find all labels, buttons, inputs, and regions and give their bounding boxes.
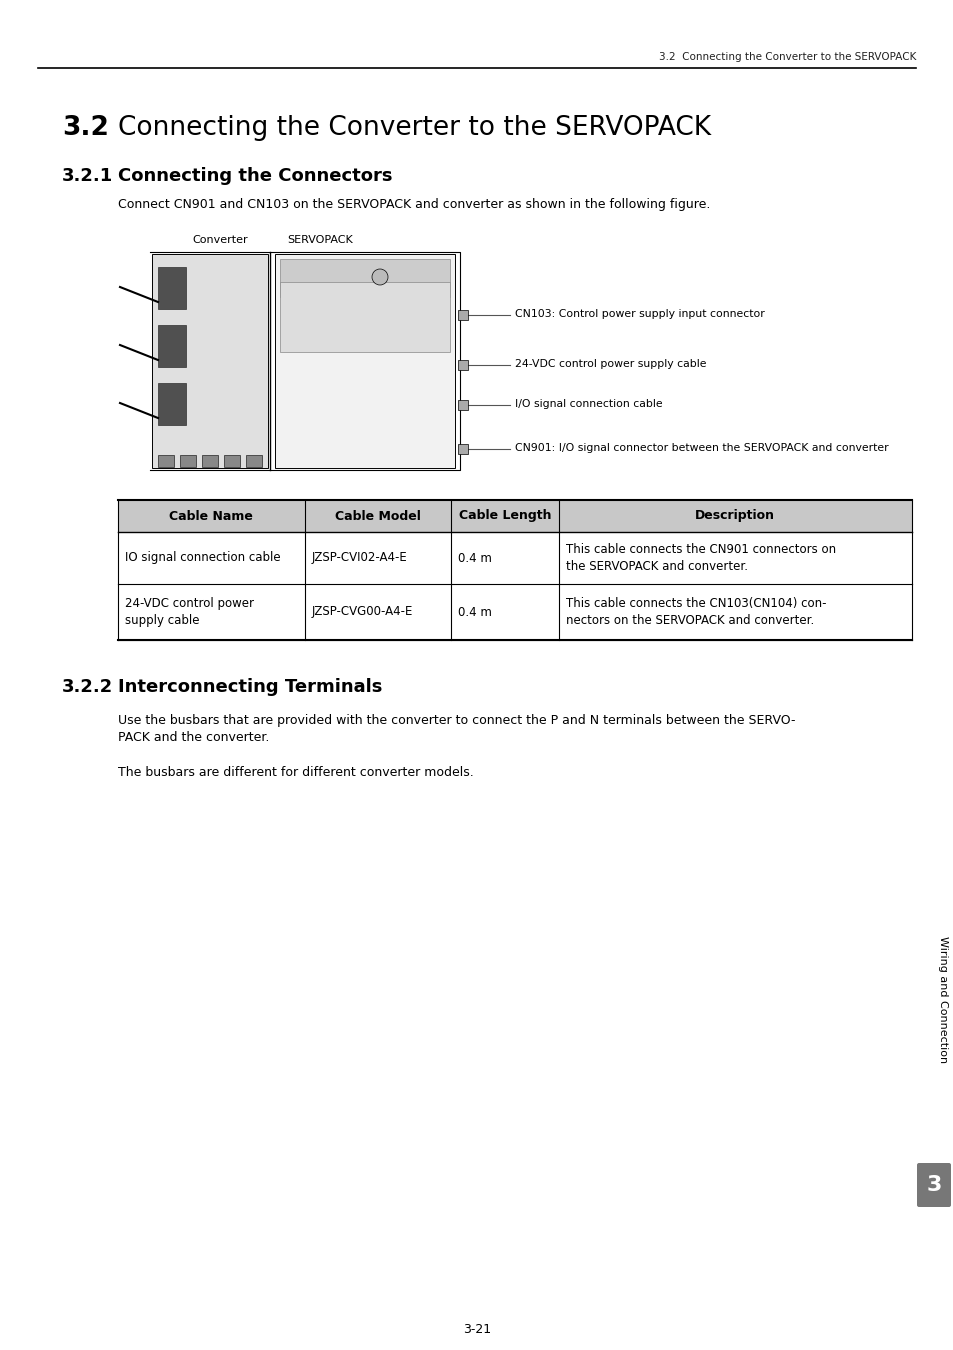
Text: Connecting the Connectors: Connecting the Connectors [118, 167, 392, 185]
Text: 0.4 m: 0.4 m [458, 552, 492, 564]
Text: I/O signal connection cable: I/O signal connection cable [515, 400, 662, 409]
Bar [158, 267, 186, 309]
Text: 3.2  Connecting the Converter to the SERVOPACK: 3.2 Connecting the Converter to the SERV… [658, 53, 915, 62]
Bar [180, 455, 195, 467]
Bar [158, 325, 186, 367]
Text: Cable Model: Cable Model [335, 509, 420, 522]
Text: CN103: Control power supply input connector: CN103: Control power supply input connec… [515, 309, 764, 319]
Text: Wiring and Connection: Wiring and Connection [937, 937, 947, 1064]
Bar [118, 500, 911, 532]
Text: Connect CN901 and CN103 on the SERVOPACK and converter as shown in the following: Connect CN901 and CN103 on the SERVOPACK… [118, 198, 710, 211]
Bar [457, 400, 468, 410]
Text: JZSP-CVI02-A4-E: JZSP-CVI02-A4-E [312, 552, 407, 564]
Text: Cable Name: Cable Name [170, 509, 253, 522]
Text: CN901: I/O signal connector between the SERVOPACK and converter: CN901: I/O signal connector between the … [515, 443, 887, 454]
Text: IO signal connection cable: IO signal connection cable [125, 552, 280, 564]
Text: The busbars are different for different converter models.: The busbars are different for different … [118, 765, 474, 779]
Polygon shape [152, 254, 268, 468]
Text: 24-VDC control power
supply cable: 24-VDC control power supply cable [125, 597, 253, 626]
Text: This cable connects the CN901 connectors on
the SERVOPACK and converter.: This cable connects the CN901 connectors… [565, 543, 835, 572]
Circle shape [372, 269, 388, 285]
Bar [224, 455, 240, 467]
Text: JZSP-CVG00-A4-E: JZSP-CVG00-A4-E [312, 606, 413, 618]
Text: 3: 3 [925, 1174, 941, 1195]
Text: 3.2: 3.2 [62, 115, 109, 140]
Text: 3.2.2: 3.2.2 [62, 678, 113, 697]
Bar [158, 383, 186, 425]
Text: 0.4 m: 0.4 m [458, 606, 492, 618]
Text: 24-VDC control power supply cable: 24-VDC control power supply cable [515, 359, 706, 369]
Bar [457, 444, 468, 454]
Text: 3-21: 3-21 [462, 1323, 491, 1336]
Bar [280, 259, 450, 297]
Bar [457, 310, 468, 320]
Text: Cable Length: Cable Length [458, 509, 551, 522]
Text: 3.2.1: 3.2.1 [62, 167, 113, 185]
Bar [246, 455, 262, 467]
Text: Use the busbars that are provided with the converter to connect the P and N term: Use the busbars that are provided with t… [118, 714, 795, 728]
FancyBboxPatch shape [916, 1162, 950, 1207]
Text: Converter: Converter [192, 235, 248, 244]
Text: Interconnecting Terminals: Interconnecting Terminals [118, 678, 382, 697]
Text: SERVOPACK: SERVOPACK [287, 235, 353, 244]
Text: Connecting the Converter to the SERVOPACK: Connecting the Converter to the SERVOPAC… [118, 115, 710, 140]
Bar [274, 254, 455, 468]
Bar [280, 282, 450, 352]
Text: PACK and the converter.: PACK and the converter. [118, 730, 269, 744]
Text: This cable connects the CN103(CN104) con-
nectors on the SERVOPACK and converter: This cable connects the CN103(CN104) con… [565, 597, 825, 626]
Text: Description: Description [695, 509, 775, 522]
Bar [202, 455, 218, 467]
Bar [158, 455, 173, 467]
Bar [457, 360, 468, 370]
